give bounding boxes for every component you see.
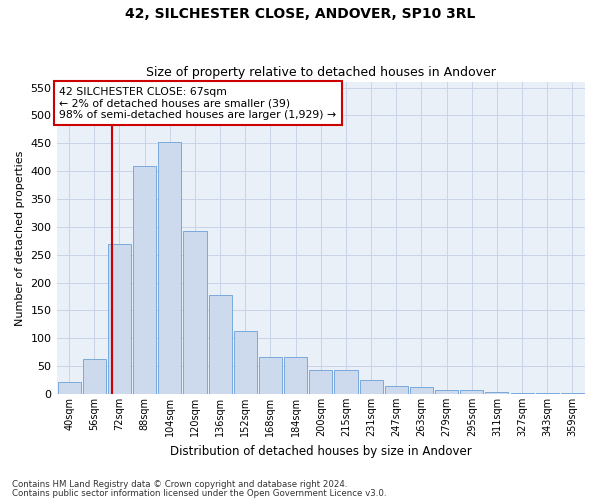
- Bar: [460, 390, 484, 394]
- Bar: [284, 356, 307, 394]
- Bar: [435, 390, 458, 394]
- Bar: [259, 356, 282, 394]
- Bar: [234, 331, 257, 394]
- Bar: [108, 244, 131, 394]
- Bar: [158, 142, 181, 394]
- Text: 42, SILCHESTER CLOSE, ANDOVER, SP10 3RL: 42, SILCHESTER CLOSE, ANDOVER, SP10 3RL: [125, 8, 475, 22]
- Bar: [511, 393, 533, 394]
- Bar: [309, 370, 332, 394]
- Bar: [334, 370, 358, 394]
- Bar: [410, 388, 433, 394]
- Bar: [485, 392, 508, 394]
- Bar: [58, 382, 80, 394]
- Title: Size of property relative to detached houses in Andover: Size of property relative to detached ho…: [146, 66, 496, 80]
- Bar: [184, 231, 206, 394]
- Y-axis label: Number of detached properties: Number of detached properties: [15, 150, 25, 326]
- Bar: [359, 380, 383, 394]
- Bar: [209, 295, 232, 394]
- Bar: [536, 393, 559, 394]
- X-axis label: Distribution of detached houses by size in Andover: Distribution of detached houses by size …: [170, 444, 472, 458]
- Bar: [133, 166, 156, 394]
- Text: Contains public sector information licensed under the Open Government Licence v3: Contains public sector information licen…: [12, 488, 386, 498]
- Bar: [385, 386, 408, 394]
- Bar: [561, 393, 584, 394]
- Bar: [83, 359, 106, 394]
- Text: 42 SILCHESTER CLOSE: 67sqm
← 2% of detached houses are smaller (39)
98% of semi-: 42 SILCHESTER CLOSE: 67sqm ← 2% of detac…: [59, 86, 337, 120]
- Text: Contains HM Land Registry data © Crown copyright and database right 2024.: Contains HM Land Registry data © Crown c…: [12, 480, 347, 489]
